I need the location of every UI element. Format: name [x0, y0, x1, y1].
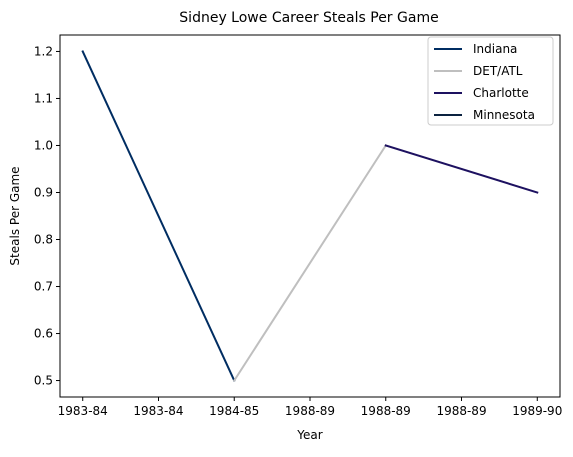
- x-axis-title: Year: [296, 428, 322, 442]
- legend-label: Charlotte: [473, 86, 529, 100]
- x-tick-label: 1983-84: [58, 404, 108, 418]
- series-layer: [81, 50, 539, 382]
- legend-frame: [427, 36, 554, 126]
- y-axis: 0.5 0.6 0.7 0.8 0.9 1.0 1.1 1.2: [34, 44, 60, 388]
- y-tick-label: 0.5: [34, 374, 53, 388]
- y-tick-label: 0.9: [34, 185, 53, 199]
- x-tick-label: 1989-90: [512, 404, 562, 418]
- chart-title: Sidney Lowe Career Steals Per Game: [179, 10, 438, 26]
- y-tick-label: 0.7: [34, 280, 53, 294]
- x-axis: 1983-84 1983-84 1984-85 1988-89 1988-89 1988-…: [58, 397, 562, 418]
- x-tick-label: 1988-89: [436, 404, 486, 418]
- y-tick-label: 1.2: [34, 44, 53, 58]
- legend-label: Minnesota: [473, 108, 535, 122]
- y-axis-title: Steals Per Game: [8, 166, 22, 265]
- y-tick-label: 0.6: [34, 327, 53, 341]
- legend: Indiana DET/ATL Charlotte Minnesota: [427, 36, 554, 126]
- y-tick-label: 1.1: [34, 91, 53, 105]
- series-line-charlotte: [384, 144, 539, 194]
- x-tick-label: 1988-89: [285, 404, 335, 418]
- x-tick-label: 1983-84: [133, 404, 183, 418]
- x-tick-label: 1988-89: [361, 404, 411, 418]
- legend-label: DET/ATL: [473, 64, 523, 78]
- y-tick-label: 0.8: [34, 233, 53, 247]
- series-line-det-atl: [232, 144, 388, 382]
- legend-items: Indiana DET/ATL Charlotte Minnesota: [434, 42, 535, 122]
- series-line-indiana: [81, 50, 236, 382]
- legend-label: Indiana: [473, 42, 517, 56]
- x-tick-label: 1984-85: [209, 404, 259, 418]
- y-tick-label: 1.0: [34, 138, 53, 152]
